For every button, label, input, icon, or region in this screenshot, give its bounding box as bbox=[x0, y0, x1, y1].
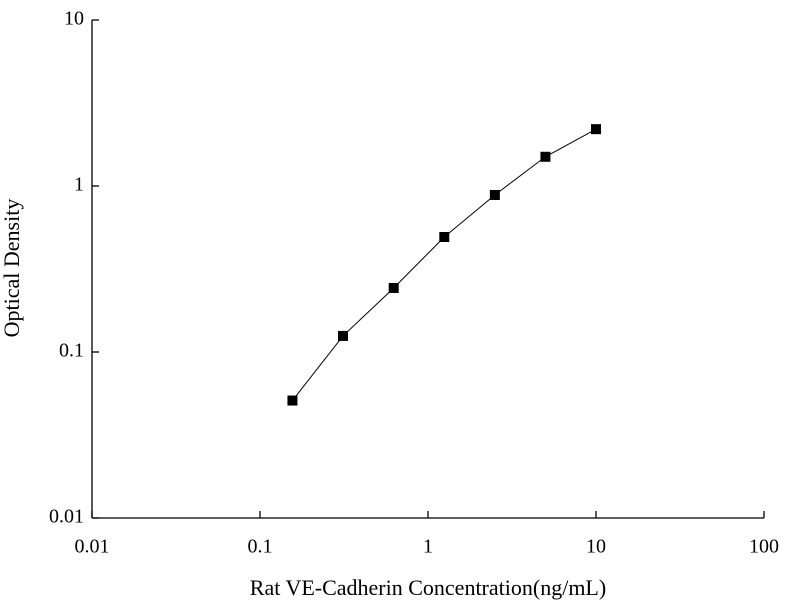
series-line bbox=[292, 128, 597, 401]
x-tick-label: 100 bbox=[749, 536, 779, 558]
y-axis-label: Optical Density bbox=[0, 199, 24, 338]
y-tick-label: 0.1 bbox=[59, 340, 84, 362]
x-tick-label: 10 bbox=[586, 536, 606, 558]
y-tick-label: 0.01 bbox=[49, 506, 84, 528]
y-tick-label: 10 bbox=[64, 8, 84, 30]
data-point bbox=[489, 189, 500, 200]
data-point bbox=[591, 124, 601, 135]
x-axis-label: Rat VE-Cadherin Concentration(ng/mL) bbox=[250, 575, 606, 600]
x-tick-label: 0.01 bbox=[75, 536, 110, 558]
x-tick-label: 1 bbox=[423, 536, 433, 558]
data-point bbox=[338, 330, 349, 341]
data-point bbox=[388, 282, 399, 293]
data-point bbox=[439, 231, 450, 242]
data-point bbox=[287, 395, 298, 406]
x-tick-label: 0.1 bbox=[248, 536, 273, 558]
y-tick-label: 1 bbox=[74, 174, 84, 196]
data-point bbox=[540, 151, 551, 162]
